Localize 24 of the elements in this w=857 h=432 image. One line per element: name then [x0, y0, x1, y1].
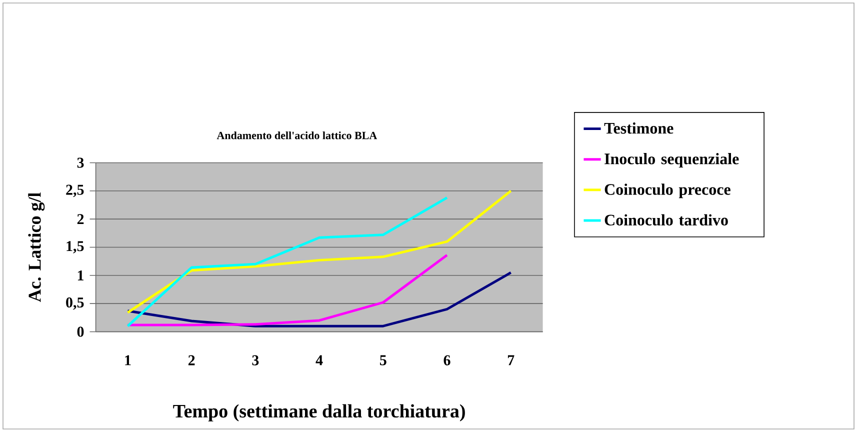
x-tick-label: 2	[188, 355, 195, 366]
x-tick-label: 6	[444, 355, 450, 366]
x-tick-label: 3	[252, 355, 259, 366]
y-tick-label: 1	[78, 270, 84, 280]
x-tick-label: 5	[380, 355, 386, 366]
x-tick-label: 1	[125, 355, 131, 366]
y-tick-label: 0	[77, 326, 84, 337]
y-tick-label: 1,5	[66, 241, 84, 254]
y-tick-label: 0,5	[66, 297, 84, 310]
line-series	[126, 196, 448, 328]
x-tick-label: 7	[508, 355, 514, 366]
y-tick-label: 2	[77, 214, 84, 224]
legend-label: Inoculo sequenziale	[604, 153, 739, 168]
x-axis-title: Tempo (settimane dalla torchiatura)	[173, 404, 465, 422]
legend-label: Testimone	[604, 122, 674, 134]
line-series	[126, 190, 512, 314]
y-axis-title: Ac. Lattico g/l	[28, 192, 45, 302]
line-series	[126, 254, 448, 326]
y-tick-label: 2,5	[66, 184, 84, 198]
y-tick-label: 3	[77, 158, 84, 168]
chart-title: Andamento dell'acido lattico BLA	[216, 131, 378, 140]
legend-label: Coinoculo precoce	[604, 184, 730, 198]
x-tick-label: 4	[316, 355, 323, 366]
legend-label: Coinoculo tardivo	[604, 214, 728, 226]
